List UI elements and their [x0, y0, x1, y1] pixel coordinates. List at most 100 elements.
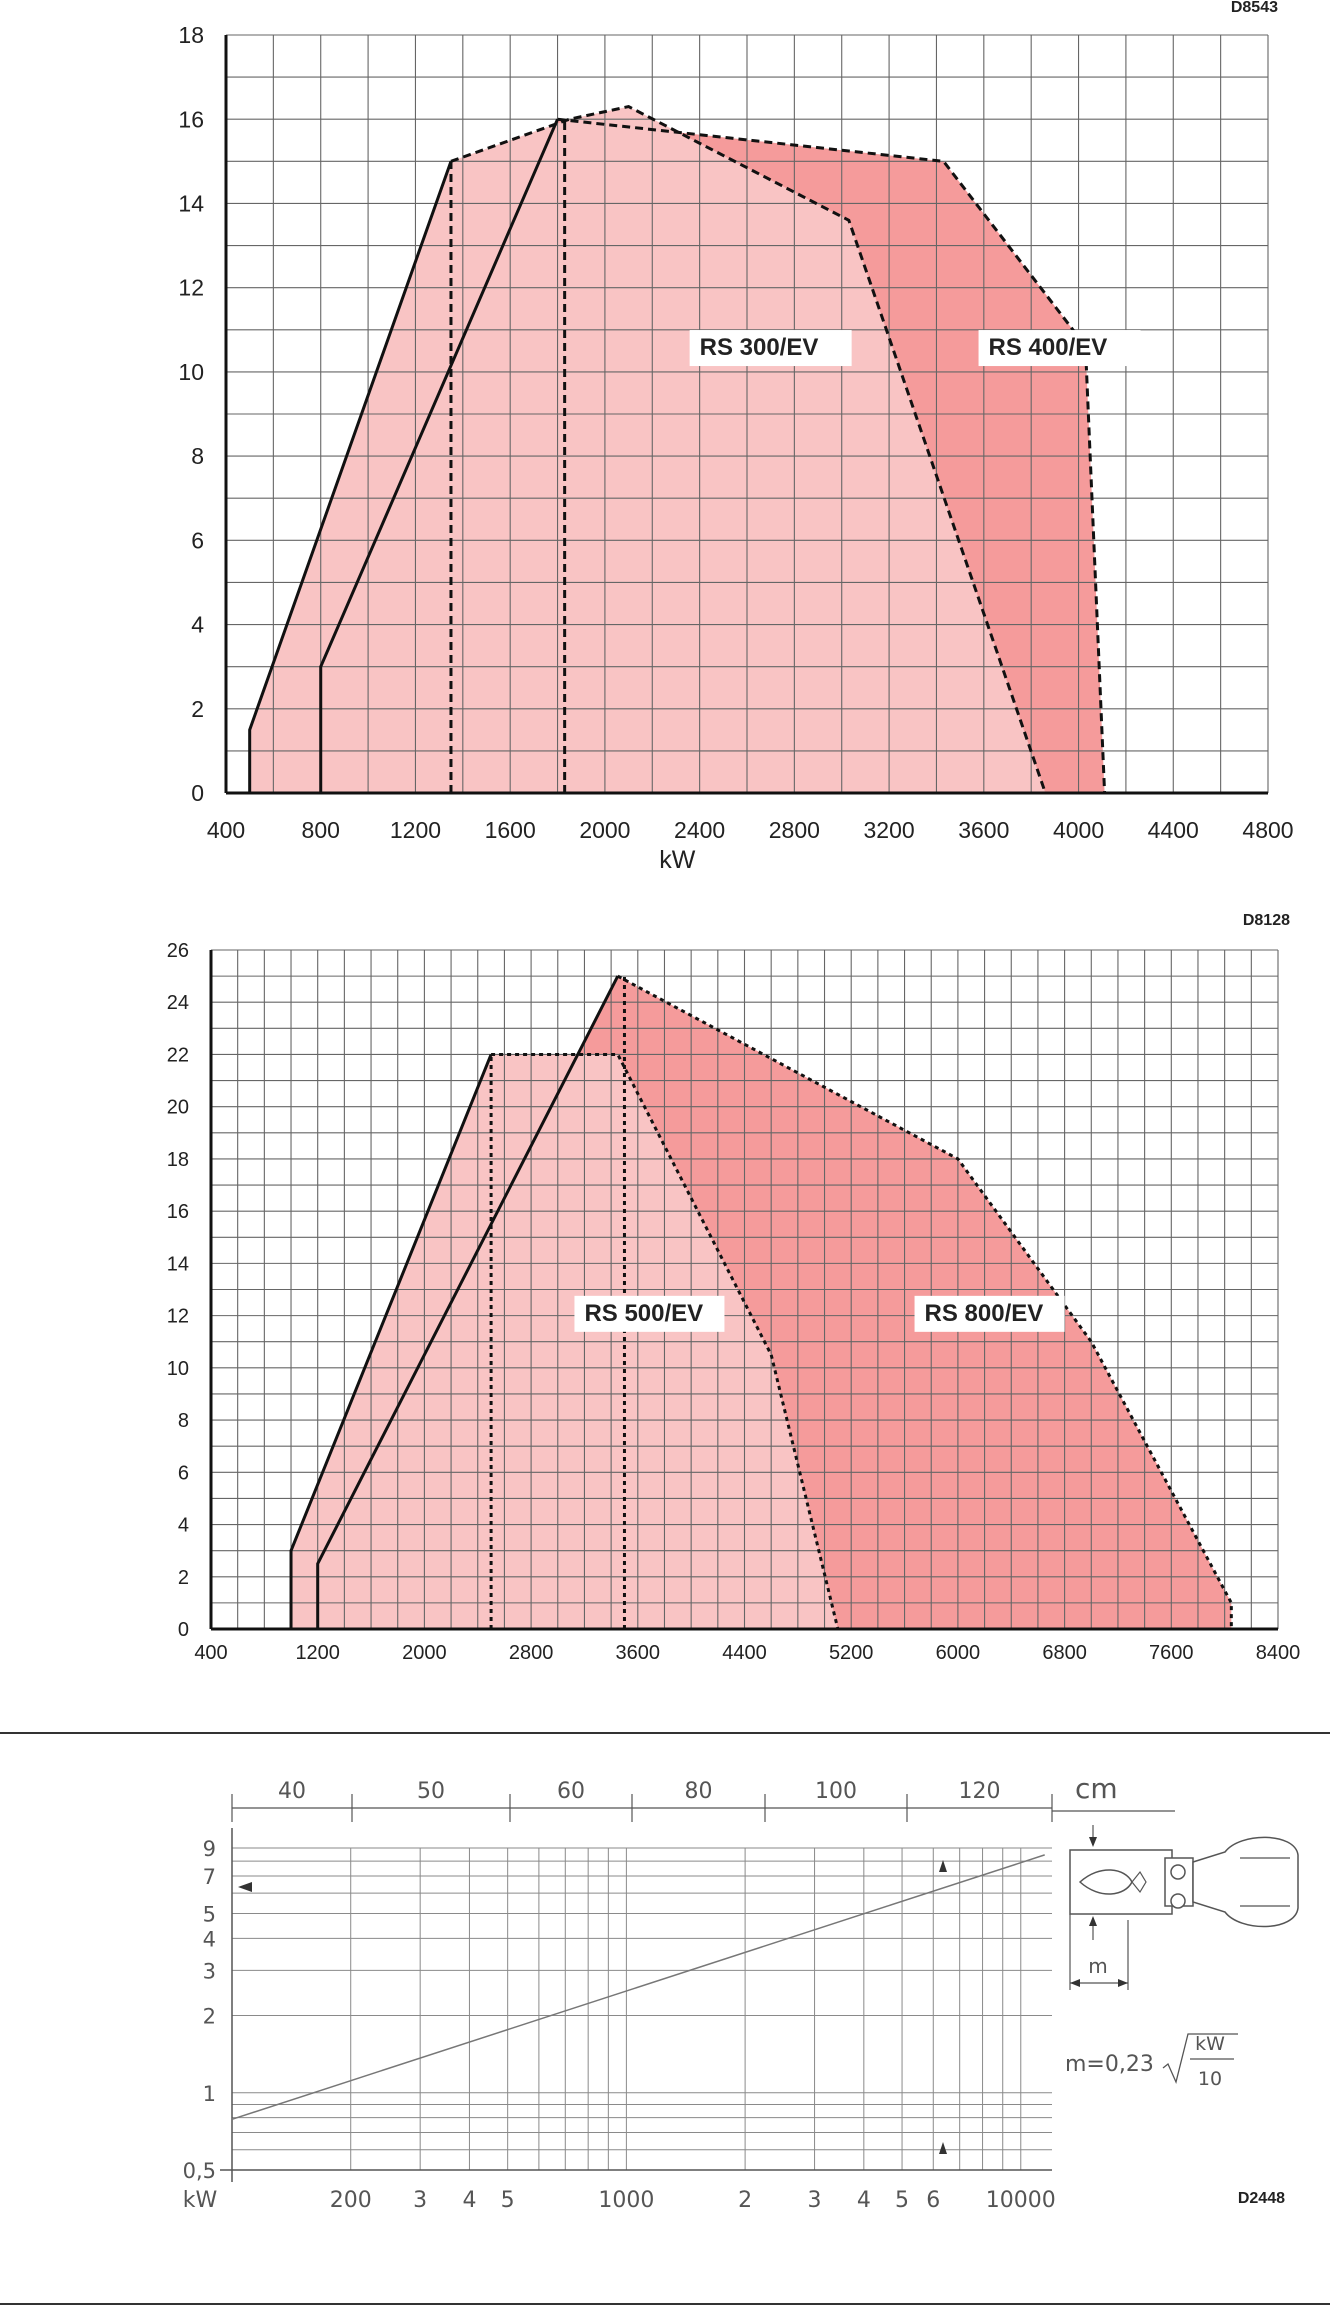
x-tick-label: 8400 [1256, 1642, 1301, 1664]
series-label: RS 800/EV [925, 1300, 1044, 1327]
x-tick-label: 3200 [864, 817, 915, 843]
y-tick-label: 1 [203, 2082, 216, 2106]
down-arrow-icon [1089, 1837, 1097, 1847]
series-edge-dashed-1 [557, 117, 1107, 794]
x-tick-label: 2400 [674, 817, 725, 843]
y-tick-label: 6 [178, 1462, 189, 1484]
x-tick-label: 10000 [986, 2188, 1056, 2213]
series-label-bg [914, 1295, 1065, 1332]
x-tick-label: 5 [501, 2188, 515, 2213]
x-tick-label: 4400 [1148, 817, 1199, 843]
y-tick-label: 24 [167, 992, 189, 1014]
y-tick-label: 20 [167, 1097, 189, 1119]
x-tick-label: 7600 [1149, 1642, 1194, 1664]
burner-knob [1170, 1864, 1186, 1880]
y-tick-label: 2 [178, 1567, 189, 1589]
x-tick-label: 2 [738, 2188, 752, 2213]
y-tick-label: 5 [203, 1902, 216, 1926]
y-tick-label: 3 [203, 1959, 216, 1983]
figure-code: D2448 [1238, 2190, 1285, 2207]
series-label-bg [574, 1295, 725, 1332]
formula-text: m=0,23 [1065, 2052, 1154, 2077]
x-tick-label: 400 [194, 1642, 227, 1664]
figure-code: D8543 [1231, 0, 1278, 16]
y-tick-label: 18 [178, 22, 204, 48]
y-tick-label: 7 [203, 1865, 216, 1889]
cm-scale-label: 100 [815, 1779, 857, 1804]
x-tick-label: 4400 [722, 1642, 767, 1664]
x-tick-label: 6 [926, 2188, 940, 2213]
x-tick-label: 4 [462, 2188, 476, 2213]
y-tick-label: 12 [167, 1306, 189, 1328]
formula-denominator: 10 [1198, 2068, 1222, 2090]
burner-diagram-icon [1069, 1825, 1299, 1990]
figure-code: D8128 [1243, 912, 1290, 929]
series-edge-solid-1 [319, 118, 559, 793]
left-arrow-icon [238, 1882, 252, 1892]
burner-knob [1170, 1893, 1186, 1909]
formula-numerator: kW [1195, 2033, 1225, 2055]
right-arrow-icon [1118, 1979, 1128, 1987]
x-tick-label: 2800 [509, 1642, 554, 1664]
grid [210, 949, 1279, 1630]
x-tick-label: 4000 [1053, 817, 1104, 843]
x-tick-label: 2000 [402, 1642, 447, 1664]
cm-scale-label: 50 [417, 1779, 445, 1804]
x-tick-label: 1000 [598, 2188, 654, 2213]
sqrt-sign-icon [1162, 2033, 1238, 2084]
up-arrow-icon [1089, 1916, 1097, 1926]
x-tick-label: 3 [413, 2188, 427, 2213]
burner-motor [1192, 1836, 1299, 1928]
x-tick-label: 1200 [390, 817, 441, 843]
x-tick-label: 1600 [485, 817, 536, 843]
y-tick-label: 6 [191, 527, 204, 553]
y-tick-label: 8 [191, 443, 204, 469]
y-tick-label: 16 [167, 1201, 189, 1223]
series-edge-dashed-1 [617, 974, 1233, 1629]
y-tick-label: 4 [203, 1927, 216, 1951]
up-arrow-icon [939, 1860, 947, 1872]
series-edge-solid-1 [316, 975, 620, 1629]
x-tick-label: 5200 [829, 1642, 874, 1664]
x-tick-label: 6000 [936, 1642, 981, 1664]
x-tick-label: 400 [207, 817, 245, 843]
cm-scale-label: 120 [959, 1779, 1001, 1804]
series-edge-solid-0 [248, 160, 453, 793]
y-tick-label: 12 [178, 275, 204, 301]
y-tick-label: 26 [167, 940, 189, 962]
x-tick-label: 3 [808, 2188, 822, 2213]
y-tick-label: 2 [191, 696, 204, 722]
left-arrow-icon [1070, 1979, 1080, 1987]
series-label-bg [978, 330, 1141, 367]
log-grid [231, 1847, 1052, 2171]
x-tick-label: 2800 [769, 817, 820, 843]
x-tick-label: 3600 [958, 817, 1009, 843]
y-tick-label: 18 [167, 1149, 189, 1171]
y-tick-label: 4 [191, 612, 204, 638]
y-tick-label: 0,5 [183, 2159, 216, 2183]
x-tick-label: 4 [857, 2188, 871, 2213]
burner-motor-detail [1240, 1857, 1290, 1907]
cm-unit-label: cm [1075, 1772, 1118, 1805]
cm-scale-label: 40 [278, 1779, 306, 1804]
flame-length-line [231, 1854, 1045, 2121]
series-label: RS 500/EV [584, 1300, 703, 1327]
x-tick-label: 800 [302, 817, 340, 843]
x-tick-label: 1200 [295, 1642, 340, 1664]
series-label: RS 400/EV [989, 334, 1108, 361]
y-tick-label: 10 [178, 359, 204, 385]
x-tick-label: 3600 [616, 1642, 661, 1664]
x-tick-label: 5 [895, 2188, 909, 2213]
y-tick-label: 2 [203, 2005, 216, 2029]
y-tick-label: 22 [167, 1044, 189, 1066]
flame-tip [1131, 1870, 1147, 1894]
x-axis-label: kW [659, 846, 696, 874]
chart-rs300-rs400: 400 800 1200 1600 2000 2400 2800 3200 3600 4000 44… [178, 0, 1293, 874]
chart-rs500-rs800: 400 1200 2000 2800 3600 4400 5200 6000 6800 7600 8… [167, 912, 1301, 1664]
x-tick-label: 4800 [1242, 817, 1293, 843]
y-tick-label: 10 [167, 1358, 189, 1380]
y-tick-label: 0 [191, 780, 204, 806]
x-tick-label: 2000 [579, 817, 630, 843]
